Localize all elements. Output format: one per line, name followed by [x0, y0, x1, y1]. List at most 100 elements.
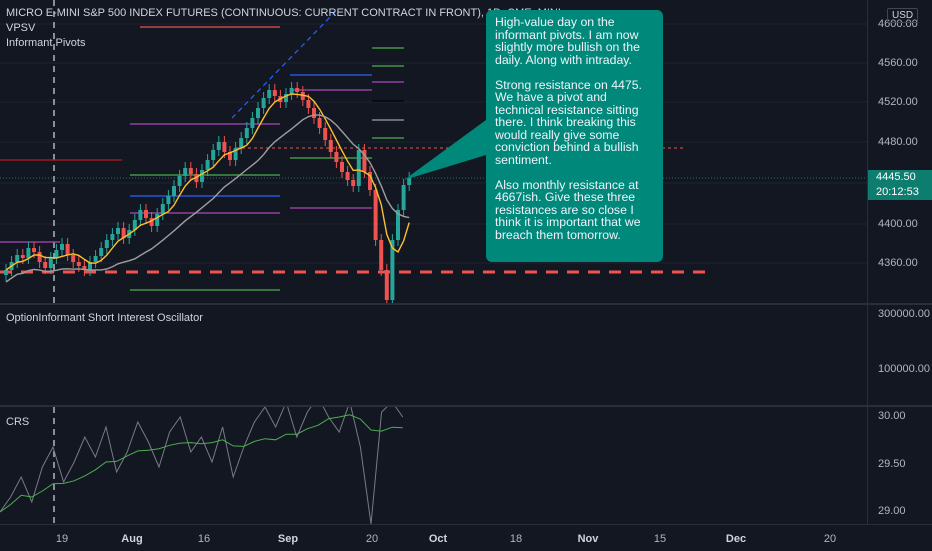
- candle-body: [76, 262, 81, 266]
- candle-body: [362, 150, 367, 172]
- candle-body: [368, 172, 372, 190]
- candle-body: [295, 88, 300, 92]
- candle-body: [93, 256, 98, 262]
- time-tick-19: 19: [55, 533, 69, 545]
- time-tick-oct: Oct: [428, 533, 448, 545]
- candle-body: [334, 152, 339, 162]
- time-tick-15: 15: [653, 533, 667, 545]
- time-tick-20: 20: [365, 533, 379, 545]
- crs-pane[interactable]: [0, 396, 867, 525]
- last-price: 4445.50: [876, 171, 916, 183]
- candle-body: [166, 196, 171, 204]
- candle-body: [88, 262, 92, 270]
- candle-body: [15, 255, 20, 262]
- candle-body: [71, 255, 76, 262]
- candle-body: [384, 270, 389, 300]
- candle-body: [20, 255, 25, 258]
- candle-body: [244, 128, 249, 138]
- indicator-vpsv-label[interactable]: VPSV: [6, 22, 36, 34]
- candle-body: [407, 178, 412, 185]
- indicator-pivots-label[interactable]: Informant Pivots: [6, 37, 86, 49]
- time-tick-aug: Aug: [121, 533, 143, 545]
- candle-body: [289, 88, 294, 94]
- candle-body: [267, 90, 272, 98]
- candle-body: [155, 214, 160, 226]
- candle-body: [132, 220, 137, 230]
- candle-body: [317, 118, 322, 128]
- oscillator-title[interactable]: OptionInformant Short Interest Oscillato…: [6, 312, 203, 324]
- price-tick: 4560.00: [878, 57, 918, 69]
- currency-badge[interactable]: USD: [887, 8, 919, 23]
- chart-note-callout[interactable]: High-value day on the informant pivots. …: [486, 10, 663, 262]
- crs-title[interactable]: CRS: [6, 416, 30, 428]
- candle-body: [373, 190, 378, 240]
- candle-body: [233, 148, 238, 160]
- crs-raw-line: [0, 396, 404, 525]
- candle-body: [32, 248, 36, 252]
- price-chart-canvas[interactable]: [0, 0, 867, 306]
- candle-body: [183, 168, 188, 176]
- candle-body: [121, 228, 126, 238]
- chart-legend: MICRO E-MINI S&P 500 INDEX FUTURES (CONT…: [6, 6, 561, 51]
- time-axis[interactable]: 19 Aug 16 Sep 20 Oct 18 Nov 15 Dec 20: [0, 524, 932, 551]
- oscillator-axis[interactable]: 300000.00 100000.00: [867, 305, 932, 405]
- crs-axis[interactable]: 30.00 29.50 29.00: [867, 407, 932, 524]
- candle-body: [306, 100, 311, 108]
- candle-body: [228, 152, 232, 160]
- candle-body: [149, 218, 154, 226]
- candle-body: [256, 108, 260, 118]
- last-price-tag: 4445.50 20:12:53: [868, 170, 932, 200]
- price-chart-pane[interactable]: [0, 0, 867, 306]
- candle-body: [300, 92, 305, 100]
- candle-body: [60, 244, 64, 250]
- time-tick-18: 18: [509, 533, 523, 545]
- time-tick-20: 20: [823, 533, 837, 545]
- pane-separator[interactable]: [0, 405, 932, 407]
- candle-body: [401, 185, 406, 210]
- candle-body: [312, 108, 316, 118]
- symbol-title[interactable]: MICRO E-MINI S&P 500 INDEX FUTURES (CONT…: [6, 7, 561, 19]
- candle-body: [340, 162, 344, 172]
- candle-body: [356, 150, 361, 186]
- ma-fast-line: [5, 93, 410, 271]
- candle-body: [194, 174, 199, 182]
- candle-body: [200, 170, 204, 182]
- candle-body: [379, 240, 384, 270]
- note-paragraph-3: Also monthly resistance at 4667ish. Give…: [495, 177, 641, 242]
- price-axis[interactable]: 4600.00 4560.00 4520.00 4480.00 4400.00 …: [867, 0, 932, 303]
- candle-body: [43, 262, 48, 268]
- crs-chart-canvas[interactable]: [0, 396, 867, 525]
- note-paragraph-1: High-value day on the informant pivots. …: [495, 15, 640, 67]
- candle-body: [48, 258, 53, 268]
- candle-body: [160, 204, 165, 214]
- candle-body: [177, 176, 182, 186]
- price-tick: 4360.00: [878, 257, 918, 269]
- candle-body: [37, 252, 42, 262]
- candle-body: [216, 142, 221, 150]
- osc-tick: 100000.00: [878, 363, 930, 375]
- candle-body: [328, 140, 333, 152]
- osc-tick: 300000.00: [878, 308, 930, 320]
- candle-body: [144, 210, 148, 218]
- crs-tick: 30.00: [878, 410, 906, 422]
- time-tick-nov: Nov: [577, 533, 599, 545]
- candle-body: [390, 240, 395, 300]
- candle-body: [396, 210, 400, 240]
- time-tick-dec: Dec: [725, 533, 747, 545]
- candle-body: [222, 142, 227, 152]
- candle-body: [205, 160, 210, 170]
- candle-body: [323, 128, 328, 140]
- candle-body: [188, 168, 193, 174]
- candle-body: [116, 228, 120, 234]
- candle-body: [99, 248, 104, 256]
- pane-separator[interactable]: [0, 303, 932, 305]
- candle-body: [138, 210, 143, 220]
- crs-average-line: [0, 414, 403, 513]
- bar-countdown: 20:12:53: [876, 186, 919, 198]
- candle-body: [172, 186, 176, 196]
- crs-tick: 29.00: [878, 505, 906, 517]
- candle-body: [54, 250, 59, 258]
- candle-body: [82, 266, 87, 270]
- trend-line: [231, 11, 336, 119]
- time-tick-sep: Sep: [277, 533, 299, 545]
